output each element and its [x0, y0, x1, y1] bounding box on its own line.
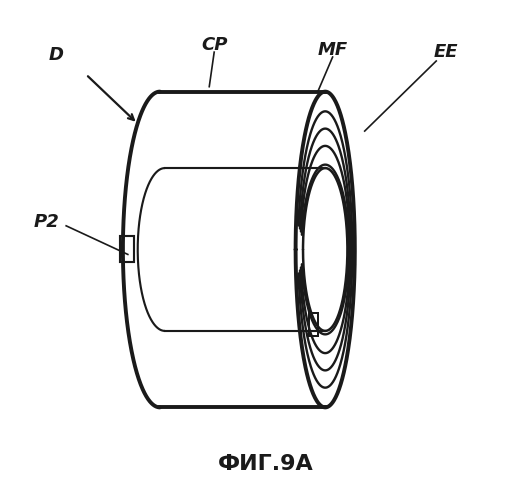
- Text: MF: MF: [318, 40, 348, 59]
- Text: D: D: [49, 45, 64, 63]
- Bar: [120, 236, 134, 262]
- Text: CP: CP: [201, 36, 228, 54]
- Text: P2: P2: [34, 214, 59, 232]
- Bar: [310, 313, 318, 336]
- Text: EE: EE: [434, 43, 459, 61]
- Text: ФИГ.9А: ФИГ.9А: [218, 454, 314, 474]
